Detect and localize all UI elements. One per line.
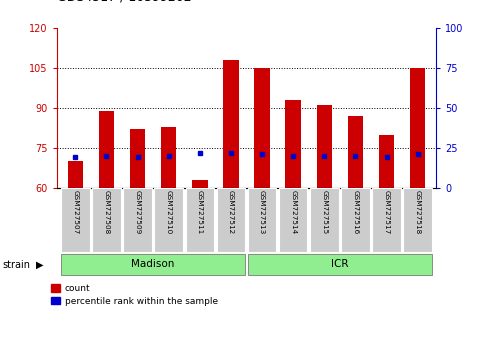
Bar [99, 111, 114, 188]
FancyBboxPatch shape [61, 254, 245, 275]
Text: ▶: ▶ [35, 259, 43, 270]
Text: GSM727508: GSM727508 [104, 190, 109, 234]
FancyBboxPatch shape [61, 188, 90, 252]
Bar [68, 161, 83, 188]
Text: ICR: ICR [331, 259, 349, 269]
FancyBboxPatch shape [185, 188, 214, 252]
Text: GSM727516: GSM727516 [352, 190, 358, 234]
FancyBboxPatch shape [372, 188, 401, 252]
FancyBboxPatch shape [403, 188, 432, 252]
Text: GSM727517: GSM727517 [384, 190, 389, 234]
Bar [348, 116, 363, 188]
Bar [285, 100, 301, 188]
FancyBboxPatch shape [248, 254, 432, 275]
Text: strain: strain [2, 259, 31, 270]
Bar [254, 68, 270, 188]
Text: Madison: Madison [132, 259, 175, 269]
Bar [192, 180, 208, 188]
Text: GSM727509: GSM727509 [135, 190, 141, 234]
Text: GSM727515: GSM727515 [321, 190, 327, 234]
Text: GSM727514: GSM727514 [290, 190, 296, 234]
Bar [379, 135, 394, 188]
Bar [317, 105, 332, 188]
FancyBboxPatch shape [123, 188, 152, 252]
Text: GSM727513: GSM727513 [259, 190, 265, 234]
Bar [161, 127, 176, 188]
FancyBboxPatch shape [248, 188, 277, 252]
Bar [410, 68, 425, 188]
Bar [223, 60, 239, 188]
Text: GSM727518: GSM727518 [415, 190, 421, 234]
Text: GDS4517 / 10399202: GDS4517 / 10399202 [57, 0, 191, 4]
FancyBboxPatch shape [216, 188, 245, 252]
Text: GSM727511: GSM727511 [197, 190, 203, 234]
Text: GSM727512: GSM727512 [228, 190, 234, 234]
Text: GSM727507: GSM727507 [72, 190, 78, 234]
FancyBboxPatch shape [341, 188, 370, 252]
FancyBboxPatch shape [92, 188, 121, 252]
Legend: count, percentile rank within the sample: count, percentile rank within the sample [51, 284, 218, 306]
FancyBboxPatch shape [279, 188, 308, 252]
Bar [130, 129, 145, 188]
FancyBboxPatch shape [154, 188, 183, 252]
FancyBboxPatch shape [310, 188, 339, 252]
Text: GSM727510: GSM727510 [166, 190, 172, 234]
